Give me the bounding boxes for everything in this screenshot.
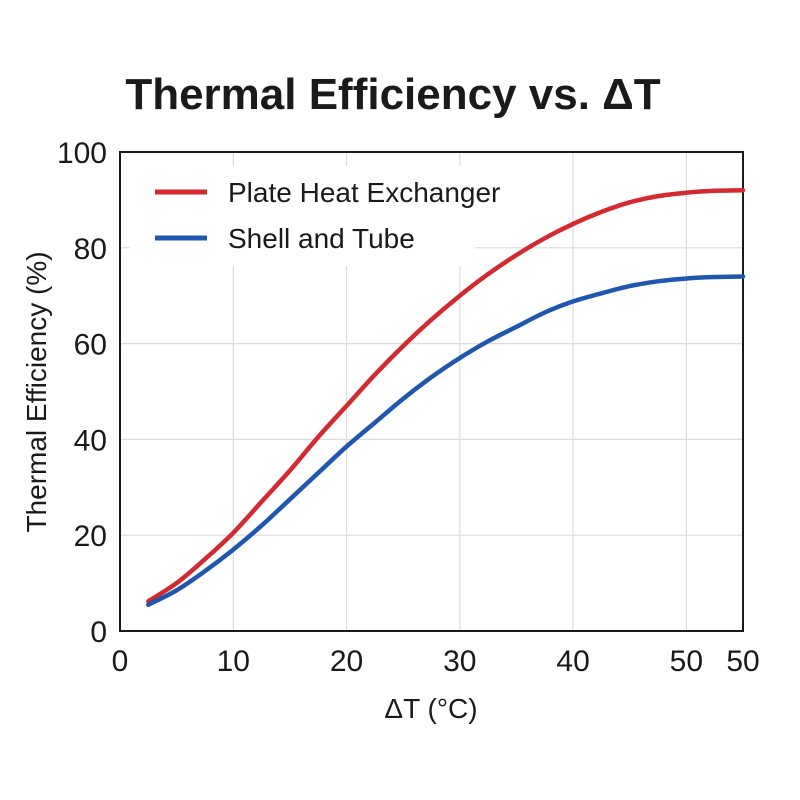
x-tick-label: 50	[726, 645, 759, 678]
series-line-2	[146, 274, 746, 607]
y-axis-label: Thermal Efficiency (%)	[21, 251, 52, 532]
series-lines	[146, 188, 746, 607]
chart-title: Thermal Efficiency vs. ΔT	[125, 70, 661, 119]
x-tick-label: 10	[217, 645, 250, 678]
x-axis-label: ΔT (°C)	[384, 693, 477, 724]
series-line-1	[146, 188, 746, 604]
y-tick-label: 20	[74, 520, 107, 553]
x-tick-label: 20	[330, 645, 363, 678]
legend-label-2: Shell and Tube	[228, 223, 415, 254]
x-tick-label: 30	[443, 645, 476, 678]
plot-area-frame	[119, 151, 744, 632]
legend-background	[130, 166, 475, 266]
y-tick-label: 80	[74, 233, 107, 266]
x-tick-label: 40	[556, 645, 589, 678]
y-tick-label: 60	[74, 329, 107, 362]
legend: Plate Heat Exchanger Shell and Tube	[130, 166, 500, 266]
x-tick-label: 50	[670, 645, 703, 678]
x-tick-label: 0	[112, 645, 129, 678]
y-tick-label: 0	[90, 616, 107, 649]
legend-label-1: Plate Heat Exchanger	[228, 177, 500, 208]
y-tick-label: 40	[74, 424, 107, 457]
tick-labels: 0 20 40 60 80 100 0 10 20 30 40 50 50	[57, 137, 760, 678]
y-tick-label: 100	[57, 137, 107, 170]
